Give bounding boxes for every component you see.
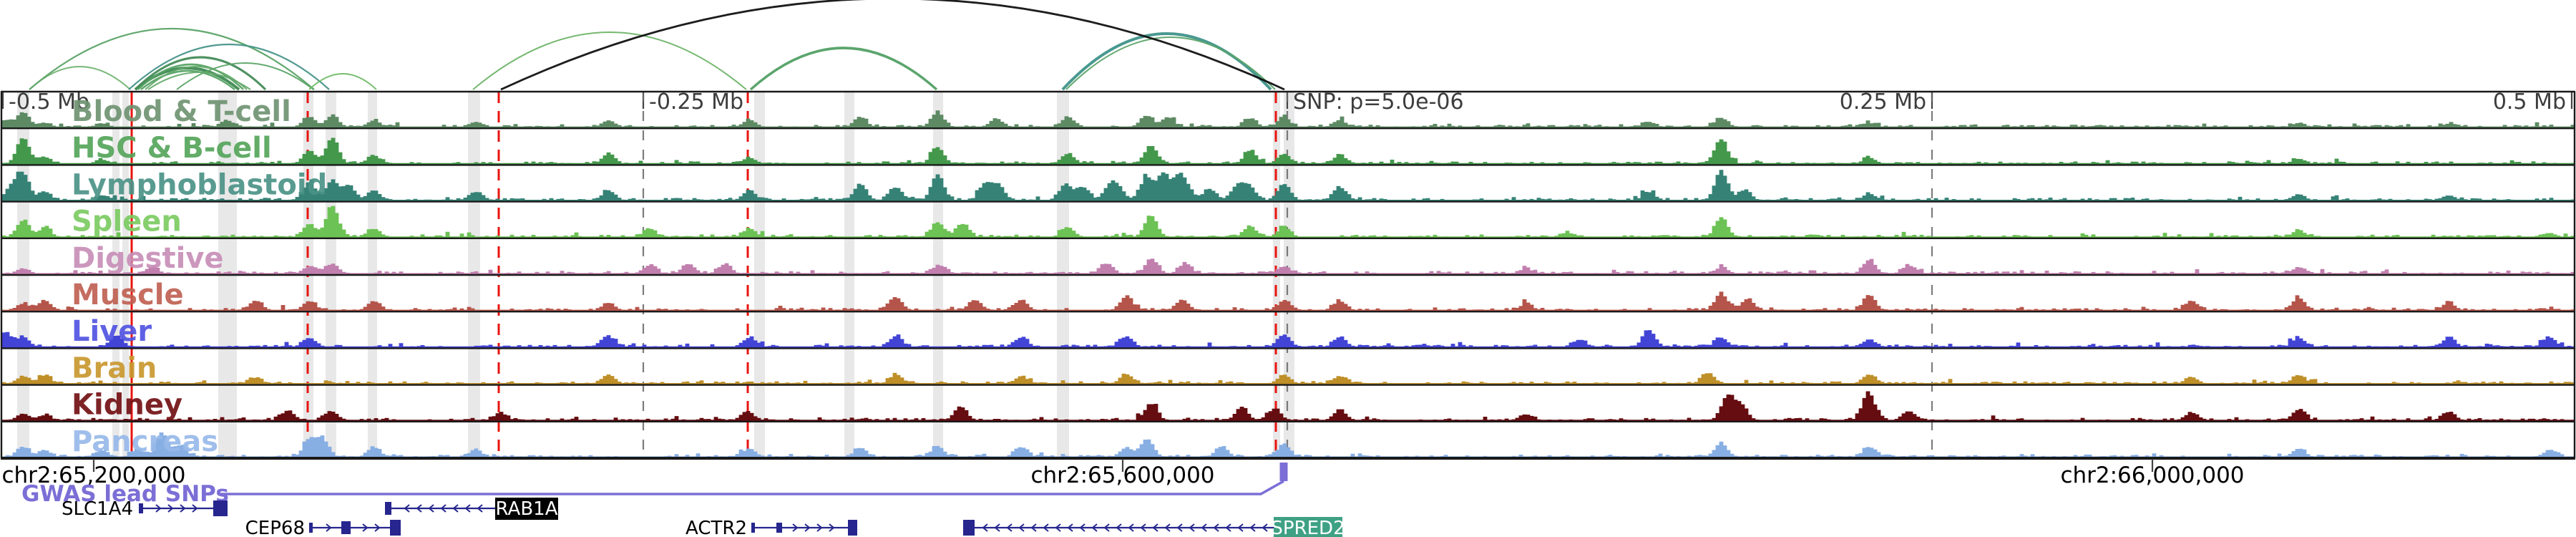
strand-arrows-left-icon: [982, 523, 1268, 532]
track-label: HSC & B-cell: [72, 132, 272, 165]
gene-label[interactable]: CEP68: [245, 518, 305, 537]
gene-exon: [341, 521, 351, 534]
gene-exon: [390, 520, 401, 536]
genome-coordinate-label: chr2:65,200,000: [1, 463, 185, 488]
genome-coordinate-label: chr2:65,600,000: [1030, 463, 1214, 488]
gene-label[interactable]: SPRED2: [1271, 518, 1345, 537]
interaction-arc: [29, 27, 315, 90]
strand-arrows-right-icon: [155, 504, 198, 513]
track-label: Blood & T-cell: [72, 95, 291, 128]
track-label: Kidney: [72, 389, 182, 422]
ruler-tick-label: -0.5 Mb: [9, 90, 89, 115]
track-label: Liver: [72, 315, 152, 348]
gene-exon: [309, 523, 313, 533]
interaction-arc: [147, 72, 251, 90]
gene-label[interactable]: SLC1A4: [62, 498, 133, 520]
gwas-snp-connector-line: [220, 480, 1284, 495]
strand-arrows-right-icon: [792, 523, 835, 532]
genome-coordinate-label: chr2:66,000,000: [2060, 463, 2244, 488]
track-signal-pancreas[interactable]: [1, 432, 2575, 458]
track-label: Pancreas: [72, 425, 218, 458]
gene-exon: [848, 520, 857, 536]
interaction-arc: [749, 47, 938, 91]
gene-exon: [139, 503, 143, 513]
track-signal-hsc-b-cell[interactable]: [1, 137, 2575, 165]
snp-pvalue-label: SNP: p=5.0e-06: [1293, 90, 1464, 115]
gene-exon: [963, 520, 975, 536]
track-signal-brain[interactable]: [1, 372, 2575, 384]
interaction-arc: [472, 32, 747, 90]
track-signal-blood-t-cell[interactable]: [1, 110, 2575, 128]
strand-arrows-left-icon: [404, 504, 483, 513]
track-signal-digestive[interactable]: [1, 258, 2575, 275]
track-label: Digestive: [72, 242, 224, 275]
gene-label[interactable]: RAB1A: [496, 498, 558, 520]
ruler-tick-label: 0.25 Mb: [1840, 90, 1926, 115]
track-signal-spleen[interactable]: [1, 205, 2575, 238]
track-label: Spleen: [72, 205, 182, 238]
track-label: Lymphoblastoid: [72, 168, 327, 201]
gene-label-box[interactable]: [1274, 517, 1342, 537]
interaction-arc: [134, 56, 267, 91]
interaction-arc: [308, 73, 377, 90]
interaction-arc: [1061, 32, 1272, 91]
track-signal-kidney[interactable]: [1, 391, 2575, 422]
gene-label-box[interactable]: [495, 498, 558, 520]
gene-label[interactable]: ACTR2: [686, 518, 747, 537]
gene-exon: [213, 500, 228, 516]
track-signal-liver[interactable]: [1, 330, 2575, 348]
track-signal-muscle[interactable]: [1, 291, 2575, 311]
gene-exon: [385, 502, 391, 515]
strand-arrows-right-icon: [326, 523, 381, 532]
interaction-arc: [1065, 37, 1276, 90]
track-label: Brain: [72, 352, 157, 384]
ruler-tick-label: 0.5 Mb: [2493, 90, 2566, 115]
gene-exon: [751, 523, 755, 533]
interaction-arc: [176, 62, 314, 90]
gwas-lead-snp-marker[interactable]: [1279, 463, 1288, 481]
gene-exon: [776, 523, 782, 533]
ruler-tick-label: -0.25 Mb: [649, 90, 743, 115]
interaction-arc: [140, 69, 235, 90]
interaction-arc-snp: [500, 0, 1285, 91]
track-label: Muscle: [72, 279, 184, 311]
track-signal-lymphoblastoid[interactable]: [1, 170, 2575, 201]
interaction-arc: [128, 44, 330, 90]
gwas-track-label: GWAS lead SNPs: [21, 481, 229, 507]
